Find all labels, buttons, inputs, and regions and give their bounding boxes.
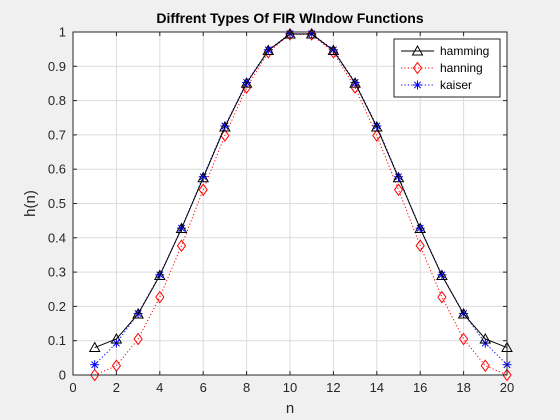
x-tick-label: 12 xyxy=(326,380,340,395)
x-tick-label: 6 xyxy=(200,380,207,395)
legend-label-hamming: hamming xyxy=(440,44,489,58)
data-point-hamming xyxy=(197,171,210,183)
y-tick-label: 0 xyxy=(59,368,66,383)
data-point-hamming xyxy=(88,341,101,353)
data-point-hanning xyxy=(285,28,295,41)
y-tick-label: 0.2 xyxy=(48,299,66,314)
data-point-hanning xyxy=(133,332,143,346)
data-point-kaiser xyxy=(263,45,273,55)
data-point-hamming xyxy=(414,222,427,234)
data-point-hanning xyxy=(198,183,208,197)
legend-marker-kaiser xyxy=(413,80,422,90)
x-tick-label: 20 xyxy=(500,380,514,395)
data-point-hanning xyxy=(155,290,165,304)
chart-title: Diffrent Types Of FIR WIndow Functions xyxy=(156,10,423,26)
y-tick-label: 0.5 xyxy=(48,196,66,211)
data-point-hanning xyxy=(307,28,317,41)
data-point-hamming xyxy=(349,77,361,88)
x-tick-label: 10 xyxy=(283,380,297,395)
y-tick-label: 0.7 xyxy=(48,127,66,142)
data-point-hanning xyxy=(502,368,512,382)
data-point-hamming xyxy=(327,44,340,56)
data-point-hamming xyxy=(370,120,383,132)
x-tick-label: 18 xyxy=(456,380,470,395)
data-point-hanning xyxy=(176,239,187,253)
x-tick-label: 4 xyxy=(156,380,163,395)
x-tick-label: 14 xyxy=(370,380,384,395)
data-point-hanning xyxy=(437,290,447,304)
data-point-hamming xyxy=(110,332,123,344)
y-tick-label: 0.8 xyxy=(48,93,66,108)
data-point-hamming xyxy=(219,120,231,132)
x-tick-label: 16 xyxy=(413,380,427,395)
data-point-hanning xyxy=(458,332,469,346)
legend-marker-hamming xyxy=(411,44,424,56)
legend-label-kaiser: kaiser xyxy=(440,78,472,92)
x-tick-label: 0 xyxy=(69,380,76,395)
data-point-kaiser xyxy=(328,45,338,55)
x-tick-label: 8 xyxy=(243,380,250,395)
y-tick-label: 0.6 xyxy=(48,162,66,177)
data-point-hamming xyxy=(479,332,492,344)
legend: hamming hanning kaiser xyxy=(393,38,501,98)
legend-label-hanning: hanning xyxy=(440,61,483,75)
y-tick-label: 0.9 xyxy=(48,59,66,74)
data-point-hanning xyxy=(393,183,404,197)
data-point-kaiser xyxy=(90,360,100,370)
data-point-hamming xyxy=(240,77,253,88)
x-axis-label: n xyxy=(286,400,294,417)
data-point-hamming xyxy=(436,269,448,281)
data-point-hamming xyxy=(132,307,144,319)
data-point-hanning xyxy=(415,239,425,253)
x-axis-ticks: 0 2 4 6 8 10 12 14 16 18 20 xyxy=(69,32,514,395)
y-tick-label: 1 xyxy=(59,25,66,40)
legend-marker-hanning xyxy=(412,61,423,75)
data-point-hamming xyxy=(153,269,166,281)
y-axis-label: h(n) xyxy=(22,190,39,217)
y-axis-ticks: 0 0.1 0.2 0.3 0.4 0.5 0.6 0.7 0.8 0.9 1 xyxy=(48,25,507,383)
data-point-hamming xyxy=(262,44,275,56)
data-point-hamming xyxy=(457,307,470,319)
y-tick-label: 0.4 xyxy=(48,230,66,245)
y-tick-label: 0.3 xyxy=(48,265,66,280)
data-point-hamming xyxy=(284,28,296,39)
series-line-hamming xyxy=(94,33,508,349)
x-tick-label: 2 xyxy=(113,380,120,395)
data-point-hamming xyxy=(392,171,405,183)
data-point-hamming xyxy=(175,222,188,234)
y-tick-label: 0.1 xyxy=(48,333,66,348)
series-hamming xyxy=(88,28,513,353)
data-point-hamming xyxy=(305,28,318,39)
data-point-hanning xyxy=(90,368,100,382)
data-point-hanning xyxy=(480,359,490,373)
